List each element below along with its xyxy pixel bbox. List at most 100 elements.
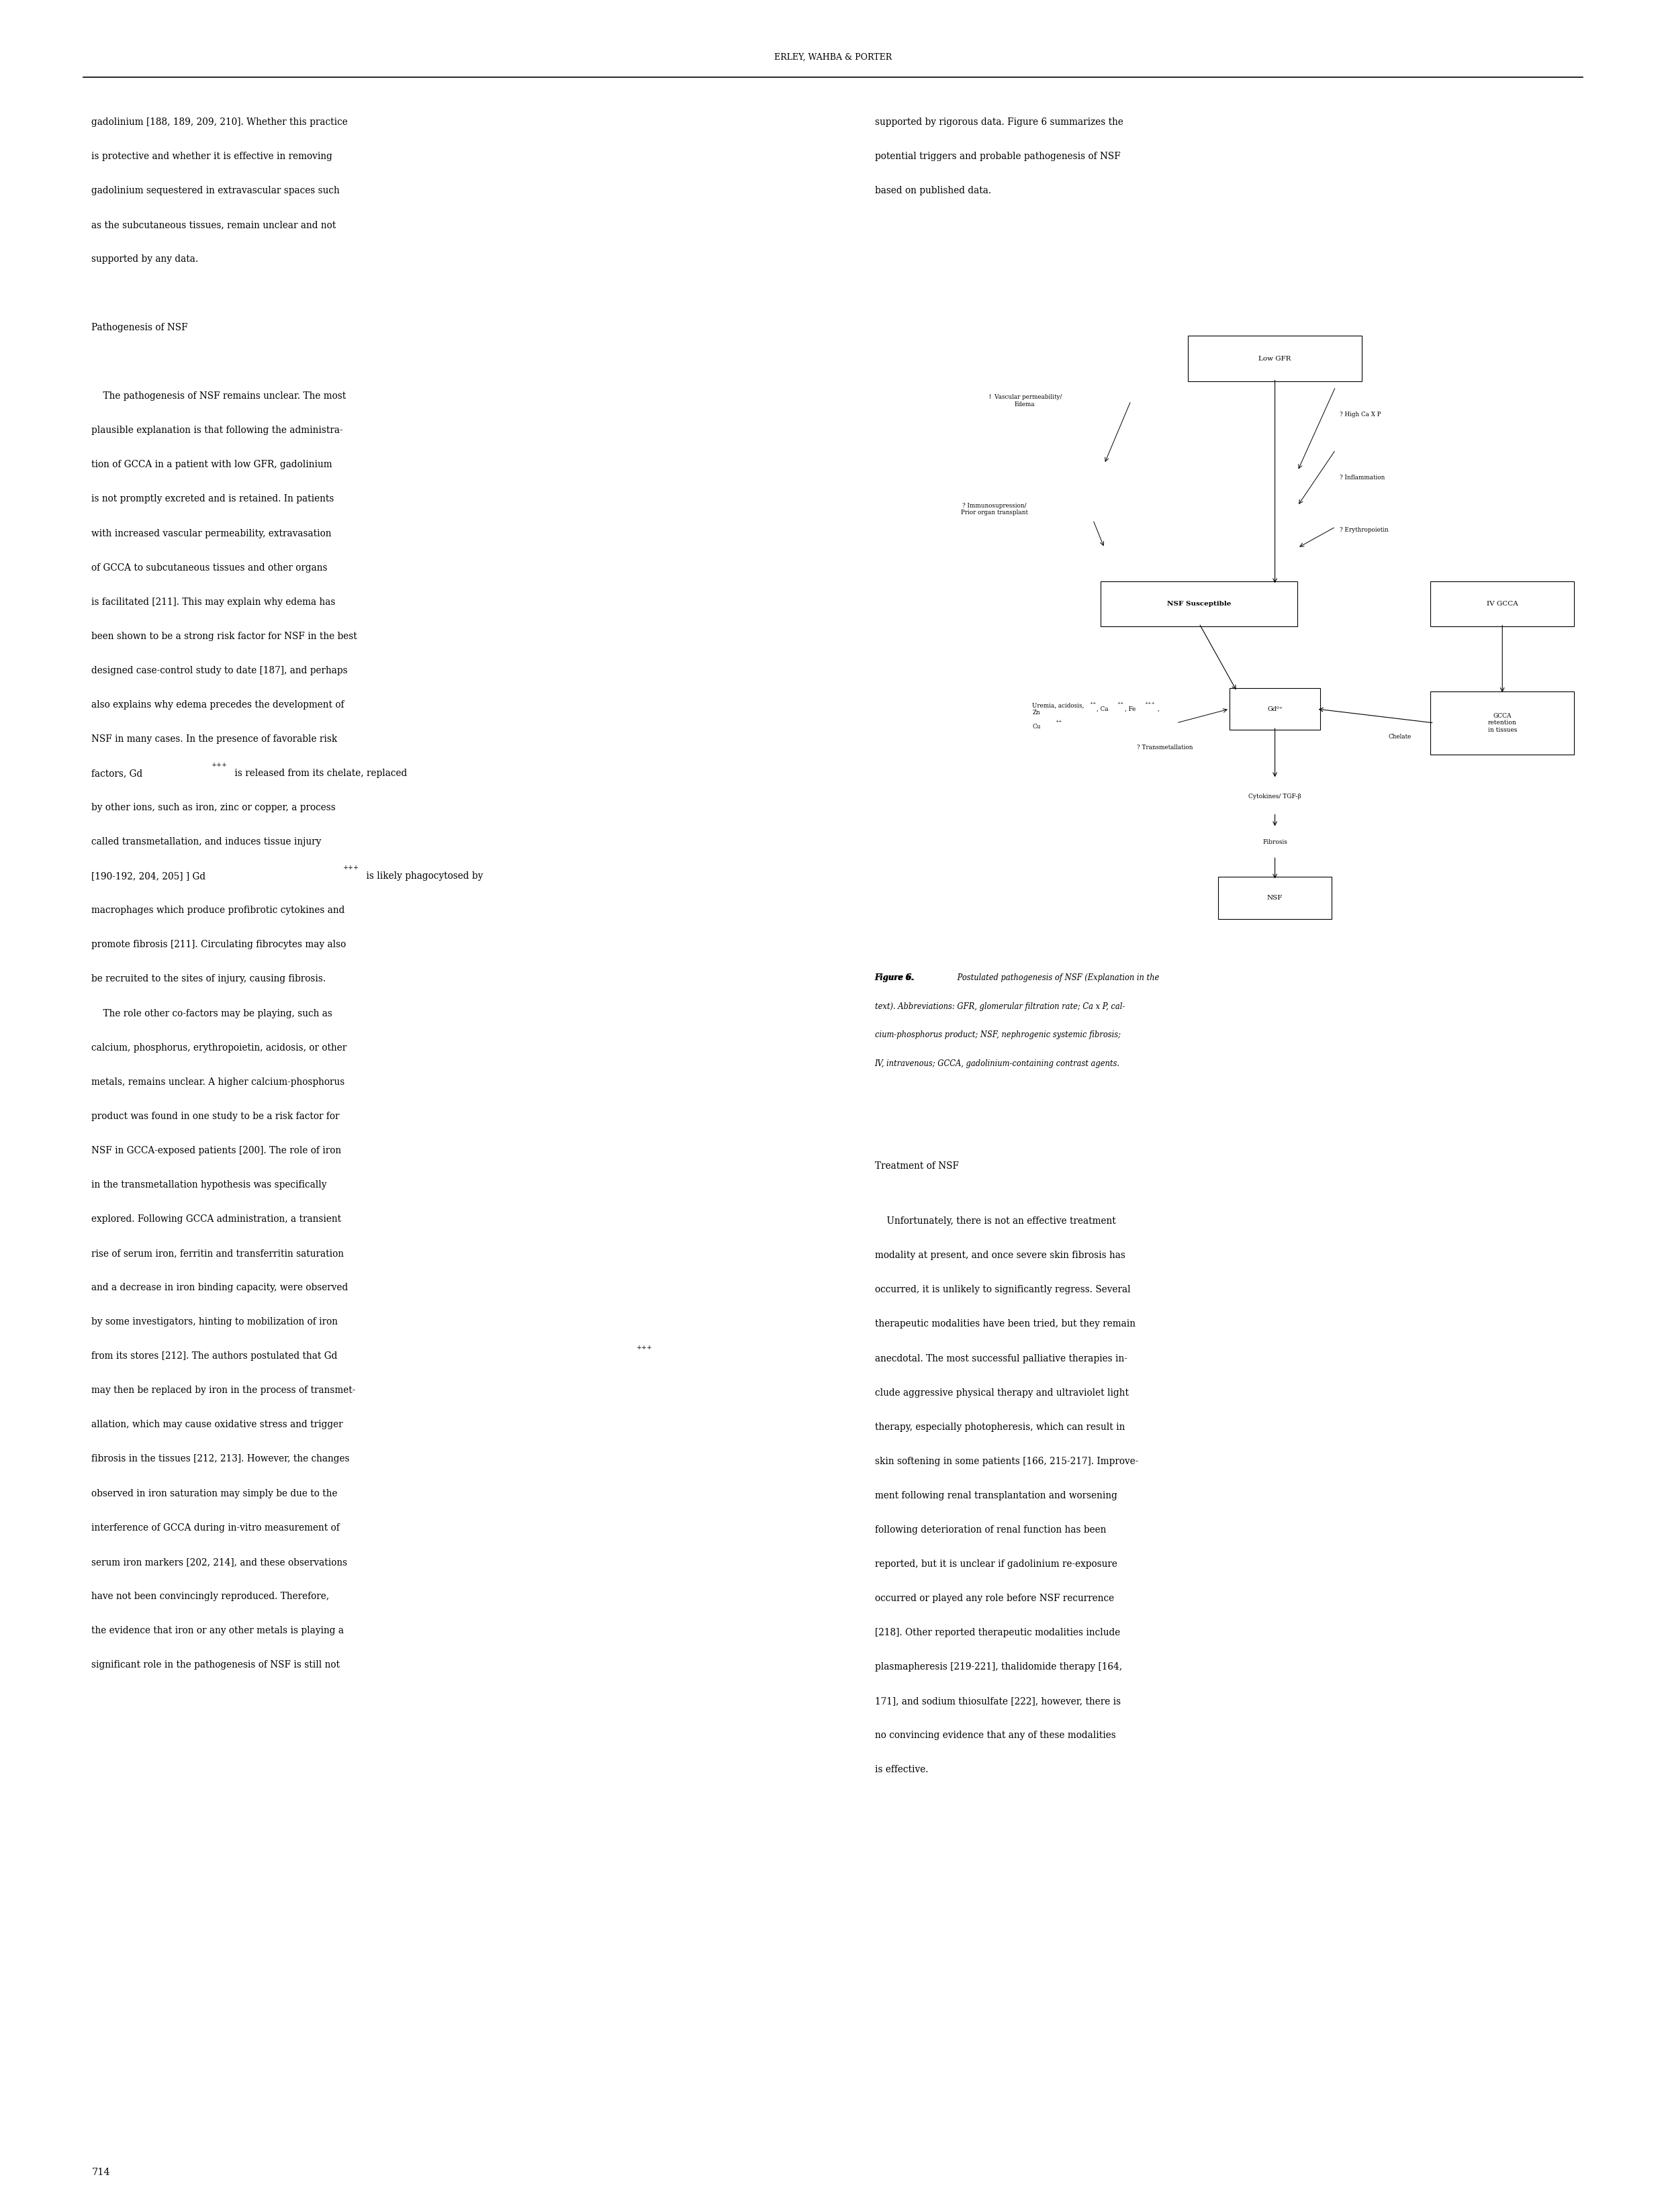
Text: [218]. Other reported therapeutic modalities include: [218]. Other reported therapeutic modali…: [875, 1628, 1120, 1637]
Text: is not promptly excreted and is retained. In patients: is not promptly excreted and is retained…: [92, 493, 335, 504]
Text: The pathogenesis of NSF remains unclear. The most: The pathogenesis of NSF remains unclear.…: [92, 392, 347, 400]
Text: gadolinium sequestered in extravascular spaces such: gadolinium sequestered in extravascular …: [92, 186, 340, 195]
Text: fibrosis in the tissues [212, 213]. However, the changes: fibrosis in the tissues [212, 213]. Howe…: [92, 1453, 350, 1464]
Text: Figure 6.: Figure 6.: [875, 973, 915, 982]
Text: interference of GCCA during in-vitro measurement of: interference of GCCA during in-vitro mea…: [92, 1522, 340, 1533]
Text: macrophages which produce profibrotic cytokines and: macrophages which produce profibrotic cy…: [92, 905, 345, 916]
Text: 714: 714: [92, 2168, 110, 2177]
Text: is facilitated [211]. This may explain why edema has: is facilitated [211]. This may explain w…: [92, 597, 335, 606]
Text: Gd⁰⁺: Gd⁰⁺: [1268, 706, 1283, 712]
FancyBboxPatch shape: [1431, 692, 1574, 754]
Text: also explains why edema precedes the development of: also explains why edema precedes the dev…: [92, 699, 345, 710]
Text: calcium, phosphorus, erythropoietin, acidosis, or other: calcium, phosphorus, erythropoietin, aci…: [92, 1042, 347, 1053]
Text: is released from its chelate, replaced: is released from its chelate, replaced: [232, 768, 407, 779]
Text: GCCA
retention
in tissues: GCCA retention in tissues: [1488, 712, 1516, 732]
Text: no convincing evidence that any of these modalities: no convincing evidence that any of these…: [875, 1732, 1116, 1741]
Text: ? Transmetallation: ? Transmetallation: [1136, 745, 1193, 750]
Text: gadolinium [188, 189, 209, 210]. Whether this practice: gadolinium [188, 189, 209, 210]. Whether…: [92, 117, 348, 126]
Text: +++: +++: [636, 1345, 653, 1352]
Text: Uremia, acidosis,
Zn: Uremia, acidosis, Zn: [1033, 703, 1085, 714]
Text: designed case-control study to date [187], and perhaps: designed case-control study to date [187…: [92, 666, 348, 675]
Text: tion of GCCA in a patient with low GFR, gadolinium: tion of GCCA in a patient with low GFR, …: [92, 460, 333, 469]
Text: 171], and sodium thiosulfate [222], however, there is: 171], and sodium thiosulfate [222], howe…: [875, 1697, 1121, 1705]
FancyBboxPatch shape: [1230, 688, 1321, 730]
Text: metals, remains unclear. A higher calcium-phosphorus: metals, remains unclear. A higher calciu…: [92, 1077, 345, 1086]
Text: supported by rigorous data. Figure 6 summarizes the: supported by rigorous data. Figure 6 sum…: [875, 117, 1123, 126]
Text: ++: ++: [1055, 719, 1063, 723]
Text: allation, which may cause oxidative stress and trigger: allation, which may cause oxidative stre…: [92, 1420, 343, 1429]
Text: reported, but it is unclear if gadolinium re-exposure: reported, but it is unclear if gadoliniu…: [875, 1559, 1116, 1568]
Text: Cu: Cu: [1033, 723, 1041, 730]
Text: Low GFR: Low GFR: [1258, 356, 1291, 363]
Text: supported by any data.: supported by any data.: [92, 254, 198, 263]
Text: ++: ++: [1090, 701, 1096, 706]
Text: ? High Ca X P: ? High Ca X P: [1339, 411, 1381, 418]
Text: as the subcutaneous tissues, remain unclear and not: as the subcutaneous tissues, remain uncl…: [92, 221, 337, 230]
Text: plasmapheresis [219-221], thalidomide therapy [164,: plasmapheresis [219-221], thalidomide th…: [875, 1663, 1121, 1672]
Text: rise of serum iron, ferritin and transferritin saturation: rise of serum iron, ferritin and transfe…: [92, 1248, 345, 1259]
Text: , Fe: , Fe: [1125, 706, 1136, 712]
Text: called transmetallation, and induces tissue injury: called transmetallation, and induces tis…: [92, 836, 322, 847]
Text: is effective.: is effective.: [875, 1765, 928, 1774]
Text: potential triggers and probable pathogenesis of NSF: potential triggers and probable pathogen…: [875, 150, 1120, 161]
Text: Chelate: Chelate: [1388, 734, 1411, 741]
Text: with increased vascular permeability, extravasation: with increased vascular permeability, ex…: [92, 529, 332, 538]
Text: be recruited to the sites of injury, causing fibrosis.: be recruited to the sites of injury, cau…: [92, 973, 327, 984]
Text: factors, Gd: factors, Gd: [92, 768, 143, 779]
Text: The role other co-factors may be playing, such as: The role other co-factors may be playing…: [92, 1009, 333, 1018]
Text: Fibrosis: Fibrosis: [1263, 838, 1288, 845]
Text: therapeutic modalities have been tried, but they remain: therapeutic modalities have been tried, …: [875, 1321, 1135, 1329]
Text: ment following renal transplantation and worsening: ment following renal transplantation and…: [875, 1491, 1116, 1500]
Text: cium-phosphorus product; NSF, nephrogenic systemic fibrosis;: cium-phosphorus product; NSF, nephrogeni…: [875, 1031, 1121, 1040]
Text: Unfortunately, there is not an effective treatment: Unfortunately, there is not an effective…: [875, 1217, 1116, 1225]
Text: +++: +++: [1145, 701, 1155, 706]
Text: been shown to be a strong risk factor for NSF in the best: been shown to be a strong risk factor fo…: [92, 630, 358, 641]
Text: +++: +++: [212, 761, 228, 768]
Text: +++: +++: [343, 865, 360, 872]
Text: ERLEY, WAHBA & PORTER: ERLEY, WAHBA & PORTER: [775, 53, 891, 62]
Text: NSF in many cases. In the presence of favorable risk: NSF in many cases. In the presence of fa…: [92, 734, 338, 743]
Text: NSF Susceptible: NSF Susceptible: [1168, 602, 1231, 606]
Text: by some investigators, hinting to mobilization of iron: by some investigators, hinting to mobili…: [92, 1316, 338, 1327]
Text: NSF: NSF: [1268, 896, 1283, 900]
Text: plausible explanation is that following the administra-: plausible explanation is that following …: [92, 425, 343, 436]
FancyBboxPatch shape: [1188, 336, 1363, 380]
Text: clude aggressive physical therapy and ultraviolet light: clude aggressive physical therapy and ul…: [875, 1389, 1128, 1398]
Text: and a decrease in iron binding capacity, were observed: and a decrease in iron binding capacity,…: [92, 1283, 348, 1292]
Text: Pathogenesis of NSF: Pathogenesis of NSF: [92, 323, 188, 332]
Text: occurred, it is unlikely to significantly regress. Several: occurred, it is unlikely to significantl…: [875, 1285, 1130, 1294]
Text: is likely phagocytosed by: is likely phagocytosed by: [363, 872, 483, 880]
Text: serum iron markers [202, 214], and these observations: serum iron markers [202, 214], and these…: [92, 1557, 348, 1566]
Text: from its stores [212]. The authors postulated that Gd: from its stores [212]. The authors postu…: [92, 1352, 338, 1360]
Text: Postulated pathogenesis of NSF (Explanation in the: Postulated pathogenesis of NSF (Explanat…: [955, 973, 1160, 982]
Text: promote fibrosis [211]. Circulating fibrocytes may also: promote fibrosis [211]. Circulating fibr…: [92, 940, 347, 949]
Text: ? Immunosupression/
Prior organ transplant: ? Immunosupression/ Prior organ transpla…: [961, 502, 1028, 515]
Text: ++: ++: [1118, 701, 1125, 706]
Text: Figure 6.: Figure 6.: [875, 973, 913, 982]
Text: Cytokines/ TGF-β: Cytokines/ TGF-β: [1248, 794, 1301, 799]
Text: skin softening in some patients [166, 215-217]. Improve-: skin softening in some patients [166, 21…: [875, 1458, 1138, 1467]
Text: , Ca: , Ca: [1096, 706, 1108, 712]
Text: anecdotal. The most successful palliative therapies in-: anecdotal. The most successful palliativ…: [875, 1354, 1128, 1363]
Text: is protective and whether it is effective in removing: is protective and whether it is effectiv…: [92, 150, 333, 161]
Text: product was found in one study to be a risk factor for: product was found in one study to be a r…: [92, 1110, 340, 1121]
Text: modality at present, and once severe skin fibrosis has: modality at present, and once severe ski…: [875, 1252, 1125, 1261]
Text: the evidence that iron or any other metals is playing a: the evidence that iron or any other meta…: [92, 1626, 345, 1635]
Text: based on published data.: based on published data.: [875, 186, 991, 195]
Text: occurred or played any role before NSF recurrence: occurred or played any role before NSF r…: [875, 1595, 1115, 1604]
Text: ,: ,: [1158, 706, 1160, 712]
Text: Treatment of NSF: Treatment of NSF: [875, 1161, 958, 1170]
Text: have not been convincingly reproduced. Therefore,: have not been convincingly reproduced. T…: [92, 1590, 330, 1601]
Text: explored. Following GCCA administration, a transient: explored. Following GCCA administration,…: [92, 1214, 342, 1223]
Text: ? Inflammation: ? Inflammation: [1339, 476, 1384, 480]
Text: significant role in the pathogenesis of NSF is still not: significant role in the pathogenesis of …: [92, 1659, 340, 1670]
Text: in the transmetallation hypothesis was specifically: in the transmetallation hypothesis was s…: [92, 1179, 327, 1190]
Text: IV, intravenous; GCCA, gadolinium-containing contrast agents.: IV, intravenous; GCCA, gadolinium-contai…: [875, 1060, 1120, 1068]
Text: NSF in GCCA-exposed patients [200]. The role of iron: NSF in GCCA-exposed patients [200]. The …: [92, 1146, 342, 1155]
Text: following deterioration of renal function has been: following deterioration of renal functio…: [875, 1526, 1106, 1535]
FancyBboxPatch shape: [1101, 582, 1298, 626]
FancyBboxPatch shape: [1431, 582, 1574, 626]
Text: may then be replaced by iron in the process of transmet-: may then be replaced by iron in the proc…: [92, 1385, 357, 1396]
FancyBboxPatch shape: [1218, 878, 1331, 920]
Text: of GCCA to subcutaneous tissues and other organs: of GCCA to subcutaneous tissues and othe…: [92, 562, 328, 573]
